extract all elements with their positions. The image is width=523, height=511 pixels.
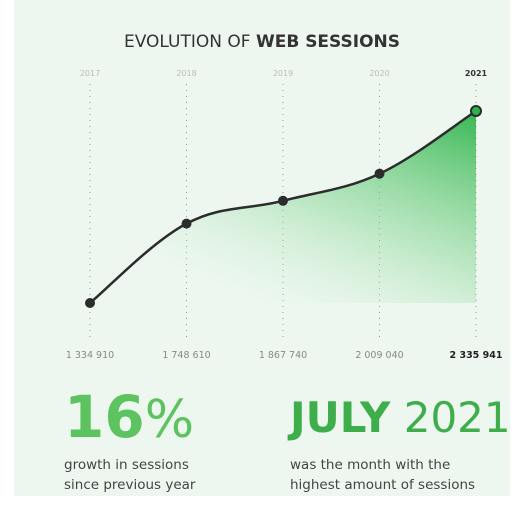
stat-text: was the month with the [290,457,450,473]
x-tick-label: 2021 [465,69,488,78]
point [85,298,95,308]
value-label: 2 009 040 [355,350,403,361]
chart-title: EVOLUTION OF WEB SESSIONS [124,32,400,52]
point [470,105,482,117]
point [181,218,192,229]
stat-number: JULY 2021 [287,393,511,442]
area [90,111,476,303]
x-tick-label: 2017 [80,69,100,78]
stat-text: since previous year [64,477,196,493]
x-tick-label: 2018 [176,69,196,78]
title-bold: WEB SESSIONS [256,32,400,52]
stat-text: growth in sessions [64,457,189,473]
value-label: 2 335 941 [450,350,503,361]
value-label: 1 867 740 [259,350,307,361]
stat-unit: % [145,390,194,450]
x-tick-label: 2020 [369,69,389,78]
stat-number: 16% [64,383,194,451]
stat-value: JULY [287,393,391,442]
stat: 16% growth in sessions since previous ye… [64,383,196,493]
stat: JULY 2021 was the month with the highest… [287,393,511,493]
value-label: 1 748 610 [162,350,210,361]
value-label: 1 334 910 [66,350,114,361]
stat-value: 16 [64,383,145,451]
stat-unit: 2021 [404,393,511,442]
stat-text: highest amount of sessions [290,477,475,493]
x-tick-label: 2019 [273,69,293,78]
point [278,195,288,206]
title-regular: EVOLUTION OF [124,32,251,52]
point [374,168,385,179]
